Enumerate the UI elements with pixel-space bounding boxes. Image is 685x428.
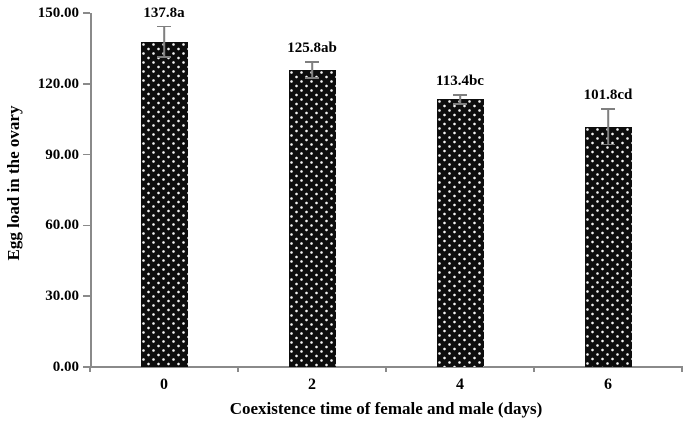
bar-value-label: 137.8a [143, 4, 185, 21]
error-bar-cap-bottom [157, 56, 171, 58]
error-bar [157, 25, 171, 58]
error-bar [601, 108, 615, 146]
bar [140, 41, 188, 367]
bar [584, 126, 632, 367]
y-axis-tick [83, 295, 90, 297]
y-axis-tick-label: 150.00 [37, 5, 79, 21]
y-axis-tick [83, 12, 90, 14]
x-axis-tick [533, 366, 535, 372]
bar-value-label: 101.8cd [583, 87, 633, 104]
y-axis-tick [83, 153, 90, 156]
y-axis-line [90, 13, 92, 367]
error-bar-cap-top [453, 94, 467, 96]
x-axis-category-label: 0 [160, 376, 168, 393]
x-axis-tick [385, 366, 387, 372]
error-bar-cap-top [157, 25, 171, 28]
error-bar-line [311, 61, 313, 80]
error-bar-line [459, 94, 461, 105]
error-bar-cap-bottom [601, 143, 615, 146]
x-axis-tick [681, 366, 683, 372]
y-axis-tick [83, 83, 90, 85]
y-axis-tick-label: 0.00 [52, 359, 79, 375]
y-axis-tick-label: 60.00 [45, 217, 79, 234]
bar [436, 99, 484, 367]
bar-value-label: 113.4bc [436, 73, 484, 90]
error-bar-cap-bottom [305, 77, 319, 80]
x-axis-category-label: 4 [456, 376, 464, 393]
y-axis-tick-label: 90.00 [45, 146, 79, 163]
error-bar [453, 94, 467, 105]
y-axis-tick [83, 366, 90, 368]
y-axis-title: Egg load in the ovary [4, 105, 23, 261]
x-axis-title: Coexistence time of female and male (day… [229, 399, 543, 418]
error-bar-cap-bottom [453, 102, 467, 105]
y-axis-tick [83, 224, 90, 227]
x-axis-tick [237, 366, 239, 372]
bar [288, 70, 336, 367]
y-axis-tick-label: 120.00 [37, 75, 79, 92]
error-bar-cap-top [601, 108, 615, 110]
error-bar-cap-top [305, 61, 319, 63]
error-bar-line [163, 25, 165, 58]
x-axis-category-label: 6 [604, 376, 612, 393]
error-bar [305, 61, 319, 80]
x-axis-tick [89, 366, 91, 372]
error-bar-line [607, 108, 609, 146]
y-axis-tick-label: 30.00 [45, 288, 79, 305]
x-axis-category-label: 2 [308, 376, 316, 393]
bar-value-label: 125.8ab [287, 40, 337, 57]
